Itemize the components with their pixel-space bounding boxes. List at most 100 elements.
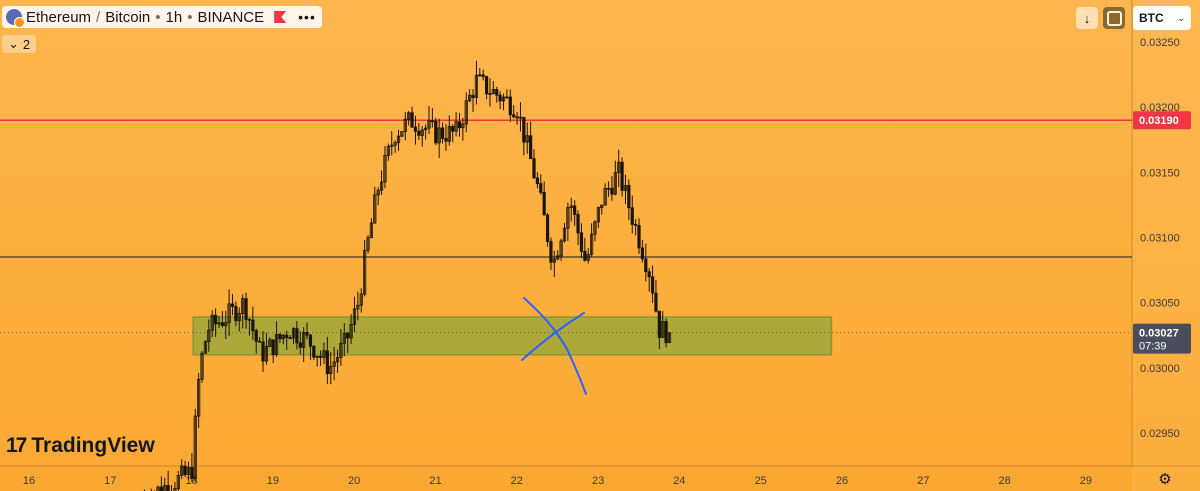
candle-up [464, 100, 468, 125]
x-tick-label: 22 [511, 475, 523, 487]
x-tick-label: 19 [267, 475, 279, 487]
candle-up [193, 415, 197, 479]
x-tick-label: 16 [23, 475, 35, 487]
candle-down [508, 96, 512, 116]
candle-up [596, 207, 600, 223]
candle-up [424, 127, 428, 131]
candle-down [166, 485, 170, 491]
x-tick-label: 25 [755, 475, 767, 487]
candle-up [420, 129, 424, 136]
candle-down [654, 292, 658, 312]
candle-up [200, 352, 204, 380]
candle-up [203, 341, 208, 354]
candle-down [657, 310, 661, 338]
candle-up [525, 135, 529, 143]
candle-down [650, 276, 655, 294]
candle-down [220, 322, 224, 327]
legend-toggle[interactable]: ⌄ 2 [2, 35, 37, 53]
candle-up [176, 475, 180, 490]
candle-up [274, 333, 279, 356]
candle-down [305, 332, 309, 336]
candle-up [224, 322, 228, 327]
flag-icon[interactable] [274, 11, 287, 23]
candle-up [562, 227, 567, 242]
candle-down [498, 94, 502, 102]
annotation-stroke[interactable] [523, 297, 587, 395]
candle-down [522, 116, 526, 143]
candle-up [163, 485, 167, 491]
candle-down [285, 334, 289, 339]
current-price-label[interactable] [1133, 323, 1191, 354]
candle-down [481, 74, 485, 77]
currency-label: BTC [1139, 11, 1164, 25]
arrow-down-icon: ↓ [1083, 10, 1091, 26]
support-zone[interactable] [192, 316, 833, 356]
object-tree-button[interactable] [1103, 7, 1125, 29]
candle-up [291, 328, 296, 339]
candle-down [545, 214, 550, 242]
y-tick-label: 0.02950 [1140, 428, 1180, 440]
candle-up [268, 339, 272, 347]
candle-up [180, 465, 184, 476]
candle-up [359, 293, 363, 306]
candle-down [484, 76, 489, 95]
candle-up [186, 467, 191, 475]
candle-up [617, 161, 621, 174]
candle-down [542, 192, 546, 216]
candle-up [335, 357, 340, 363]
arrow-down-button[interactable]: ↓ [1076, 7, 1098, 29]
candle-down [647, 271, 651, 278]
candle-up [468, 94, 472, 102]
more-icon[interactable]: ••• [298, 9, 316, 25]
currency-select[interactable]: BTC ⌄ [1133, 6, 1191, 30]
resistance-price-label[interactable] [1133, 111, 1191, 130]
candle-up [322, 350, 326, 358]
candle-up [363, 249, 367, 295]
candle-up [613, 172, 617, 195]
candle-down [298, 342, 302, 348]
tradingview-logo[interactable]: 17 TradingView [6, 434, 155, 458]
y-tick-label: 0.03250 [1140, 37, 1180, 49]
candle-up [390, 144, 394, 147]
symbol-header[interactable]: Ethereum / Bitcoin • 1h • BINANCE ••• [2, 6, 322, 28]
candle-up [518, 116, 523, 119]
candle-down [583, 250, 587, 261]
candle-up [559, 240, 563, 257]
settings-button[interactable]: ⚙ [1156, 470, 1174, 488]
chevron-down-icon: ⌄ [1177, 12, 1185, 23]
candle-up [569, 205, 573, 208]
candle-up [474, 74, 479, 98]
candle-up [315, 355, 319, 358]
candle-up [427, 120, 431, 129]
candle-down [190, 467, 194, 479]
candle-up [373, 194, 377, 224]
candle-up [600, 204, 604, 208]
legend-count: 2 [22, 36, 31, 52]
candle-down [318, 355, 323, 358]
y-tick-label: 0.03150 [1140, 167, 1180, 179]
candle-up [207, 329, 211, 343]
price-scale[interactable] [1132, 0, 1200, 491]
interval-label[interactable]: 1h [165, 8, 183, 26]
candle-down [325, 350, 329, 375]
candle-up [623, 185, 628, 191]
candle-down [278, 333, 282, 340]
candle-up [379, 181, 384, 191]
y-tick-label: 0.03100 [1140, 233, 1180, 245]
candle-down [258, 340, 262, 343]
candle-down [512, 114, 516, 118]
candle-up [237, 313, 241, 322]
candle-up [227, 303, 231, 324]
candle-down [579, 232, 584, 252]
candle-down [410, 112, 414, 128]
current-price-text: 0.03027 [1139, 328, 1179, 340]
candle-up [197, 378, 201, 417]
x-tick-label: 20 [348, 475, 360, 487]
candle-down [505, 96, 509, 99]
candle-down [261, 341, 265, 362]
candle-down [234, 306, 238, 322]
annotation-stroke[interactable] [521, 312, 585, 361]
candle-up [478, 74, 482, 77]
candle-up [332, 361, 336, 367]
